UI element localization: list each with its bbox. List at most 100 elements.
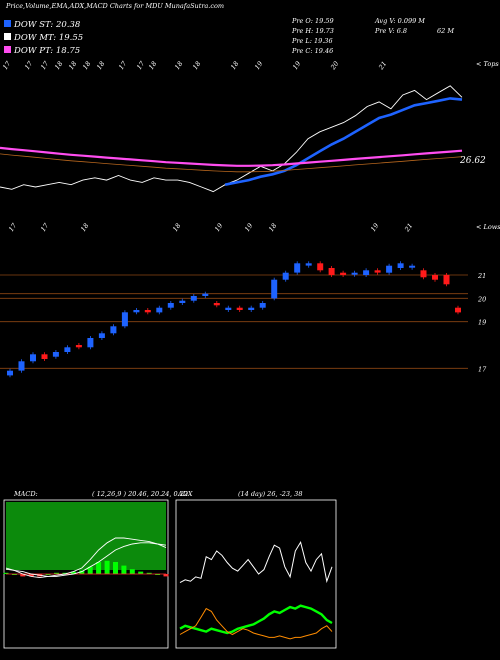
macd-line-macd [5, 537, 167, 579]
pre-close: Pre C: 19.46 [291, 47, 333, 55]
macd-histogram-bar [96, 562, 102, 574]
candle [52, 352, 59, 357]
candle [87, 338, 94, 348]
macd-histogram-bar [11, 574, 17, 575]
candle [110, 326, 117, 334]
top-tick-label: 19 [253, 60, 264, 71]
pre-open: Pre O: 19.59 [291, 17, 334, 25]
macd-histogram-bar [20, 574, 26, 577]
candle [156, 307, 163, 313]
candle [259, 303, 266, 308]
macd-histogram-bar [79, 570, 85, 574]
price-tick-label: 20 [477, 295, 486, 303]
macd-line-signal [5, 542, 167, 577]
dow-mt-swatch [4, 33, 11, 40]
candle [420, 270, 427, 278]
series-line-ema-fast [224, 97, 463, 186]
top-tick-label: 18 [173, 60, 184, 71]
top-tick-label: 20 [329, 60, 341, 72]
macd-positive-zone [6, 502, 166, 570]
macd-histogram-bar [129, 569, 135, 574]
macd-histogram-bar [3, 572, 9, 574]
candle [317, 263, 324, 271]
candle [64, 347, 71, 352]
price-tick-label: 17 [478, 365, 487, 373]
bottom-tick-label: 17 [7, 221, 19, 233]
macd-title: MACD: [13, 490, 38, 498]
adx-frame [175, 499, 337, 649]
candle [351, 272, 358, 275]
series-line-aux [0, 153, 463, 173]
candle [455, 307, 461, 313]
bottom-tick-label: 19 [213, 222, 224, 233]
macd-plot [3, 502, 169, 579]
candle [397, 263, 404, 268]
macd-histogram-bar [70, 571, 76, 574]
top-tick-label: 21 [377, 60, 389, 72]
top-tick-label: 18 [147, 60, 158, 71]
dow-st-label: DOW ST: 20.38 [13, 20, 81, 30]
candle [190, 296, 197, 301]
bottom-tick-labels: 17 17 18 18 19 19 18 19 21 [7, 221, 414, 234]
dow-st-swatch [4, 20, 11, 27]
bottom-tick-label: 18 [79, 222, 90, 233]
bottom-tick-label: 17 [39, 221, 51, 233]
series-line-price [0, 85, 463, 193]
top-tick-label: 17 [1, 59, 13, 71]
top-tick-label: 18 [81, 60, 92, 71]
top-tick-label: 17 [39, 59, 51, 71]
candle [294, 263, 301, 273]
candle [432, 275, 438, 280]
lows-label: < Lows [476, 223, 500, 231]
candle [271, 279, 278, 299]
avg-volume: Avg V: 0.099 M [374, 17, 425, 25]
dow-mt-label: DOW MT: 19.55 [13, 33, 83, 43]
pre-high: Pre H: 19.73 [291, 27, 334, 35]
candle [30, 354, 36, 362]
candle [443, 275, 450, 285]
adx-line-plus-di [179, 604, 333, 635]
candle [363, 270, 370, 275]
macd-histogram-bar [104, 560, 110, 574]
candle [282, 272, 289, 280]
candle [133, 310, 140, 313]
candle [213, 303, 220, 306]
ema-last-value: 26.62 [459, 156, 486, 166]
bottom-tick-label: 18 [267, 222, 278, 233]
candle [409, 265, 416, 268]
candle [305, 263, 312, 266]
macd-histogram-bar [113, 562, 118, 574]
top-tick-label: 18 [191, 60, 202, 71]
candle [248, 307, 255, 310]
dow-pt-label: DOW PT: 18.75 [13, 46, 80, 56]
macd-histogram-bar [155, 574, 161, 575]
candle [225, 307, 232, 310]
candle [236, 307, 243, 310]
candle [75, 345, 82, 348]
top-tick-label: 19 [291, 60, 302, 71]
macd-histogram-bar [146, 572, 152, 574]
ema-lines [0, 85, 463, 193]
top-tick-label: 17 [23, 59, 35, 71]
macd-params: ( 12,26,9 ) 20.46, 20.24, 0.22 [92, 490, 188, 498]
macd-histogram-bar [87, 566, 93, 574]
macd-histogram-bar [28, 574, 34, 577]
macd-histogram-bar [121, 565, 127, 574]
candle [374, 270, 381, 273]
price-tick-label: 21 [477, 272, 486, 280]
candle [167, 303, 174, 308]
bottom-tick-label: 21 [403, 222, 415, 234]
adx-params: (14 day) 26, -23, 38 [238, 490, 302, 498]
candle [41, 354, 48, 359]
top-tick-label: 18 [229, 60, 240, 71]
top-tick-label: 18 [53, 60, 64, 71]
candlesticks [7, 261, 461, 378]
candle [7, 370, 13, 376]
bottom-tick-label: 18 [171, 222, 182, 233]
macd-histogram-bar [62, 572, 68, 574]
candle [340, 272, 347, 275]
dow-pt-swatch [4, 46, 11, 53]
top-tick-label: 17 [135, 59, 147, 71]
adx-line-minus-di [179, 607, 333, 640]
